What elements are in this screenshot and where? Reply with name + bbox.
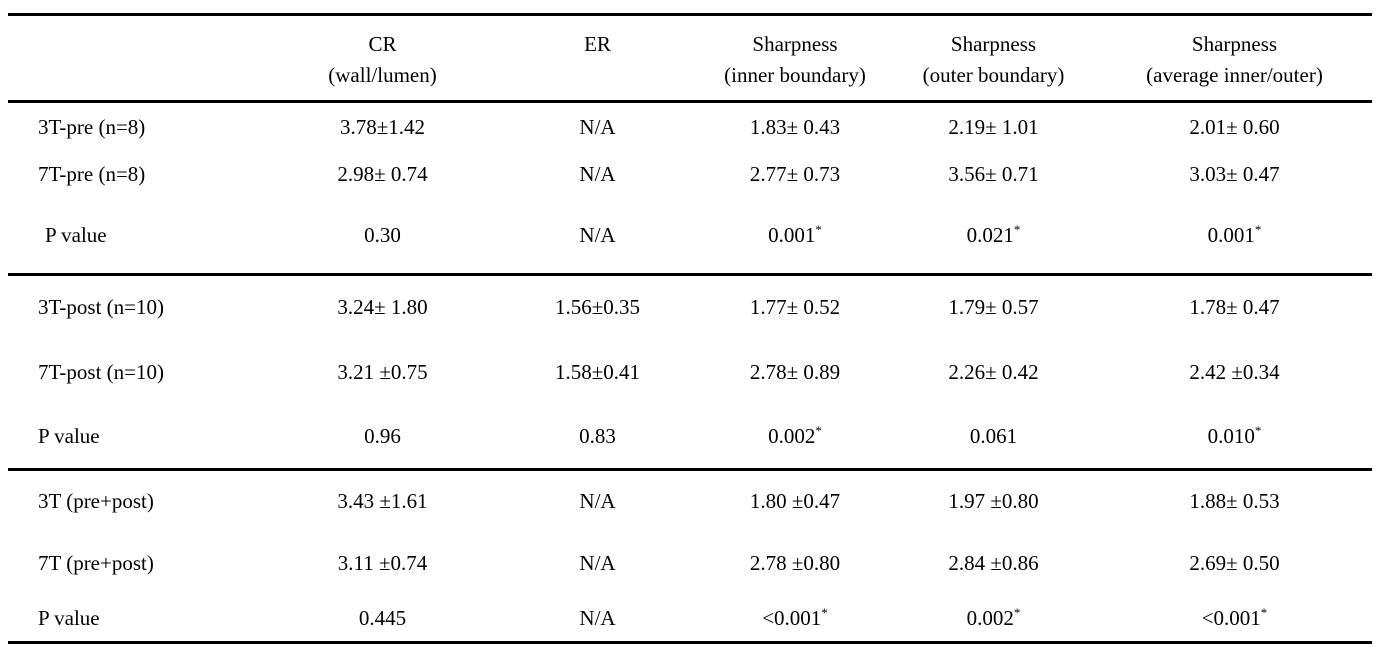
significance-asterisk: * <box>1260 604 1268 620</box>
value-cell: 3.78±1.42 <box>339 114 426 139</box>
value-cell: 0.30 <box>364 222 401 247</box>
significance-asterisk: * <box>815 221 822 237</box>
row-label: 3T-pre (n=8) <box>38 114 146 139</box>
header-line1: Sharpness <box>752 32 838 56</box>
row-label: 7T-post (n=10) <box>38 359 164 384</box>
table-row: 3T-post (n=10) 3.24± 1.80 1.56±0.35 1.77± 0… <box>8 275 1372 340</box>
value-cell: 2.19± 1.01 <box>948 114 1039 139</box>
value-cell: 0.001* <box>768 221 822 247</box>
value-cell: N/A <box>579 605 616 630</box>
column-header-sharpness-average: Sharpness (average inner/outer) <box>1097 15 1372 102</box>
column-header-sharpness-outer: Sharpness (outer boundary) <box>890 15 1097 102</box>
table-row: P value 0.96 0.83 0.002* 0.061 0.010* <box>8 405 1372 470</box>
results-table: CR (wall/lumen) ER Sharpness (inner boun… <box>8 13 1372 644</box>
value-cell: 3.56± 0.71 <box>948 162 1039 186</box>
block-pre-plus-post: 3T (pre+post) 3.43 ±1.61 N/A 1.80 ±0.47 1.97… <box>8 469 1372 643</box>
table-row: 7T-post (n=10) 3.21 ±0.75 1.58±0.41 2.78± 0… <box>8 340 1372 405</box>
header-line2: (wall/lumen) <box>328 63 437 87</box>
column-header-cr: CR (wall/lumen) <box>270 15 495 102</box>
block-pre: 3T-pre (n=8) 3.78±1.42 N/A 1.83± 0.43 2.19± … <box>8 101 1372 275</box>
value-cell: 1.97 ±0.80 <box>948 488 1039 513</box>
header-line2: (outer boundary) <box>922 63 1065 87</box>
column-header-empty <box>8 15 270 102</box>
value-cell: 3.11 ±0.74 <box>337 551 428 575</box>
significance-asterisk: * <box>1013 221 1021 237</box>
value-cell: 1.78± 0.47 <box>1189 295 1280 320</box>
value-cell: 2.77± 0.73 <box>749 162 841 186</box>
value-cell: 1.80 ±0.47 <box>749 488 841 513</box>
header-line1: CR <box>368 32 397 56</box>
value-cell: 3.24± 1.80 <box>337 295 428 320</box>
row-label: 3T-post (n=10) <box>38 295 164 320</box>
significance-asterisk: * <box>1254 422 1262 438</box>
significance-asterisk: * <box>1013 604 1021 620</box>
table-row: 3T-pre (n=8) 3.78±1.42 N/A 1.83± 0.43 2.19± … <box>8 102 1372 152</box>
value-cell: 0.001* <box>1207 221 1262 247</box>
value-cell: N/A <box>579 488 616 513</box>
value-cell: 2.42 ±0.34 <box>1189 359 1280 384</box>
header-line2: (average inner/outer) <box>1146 63 1323 87</box>
table-row: 7T-pre (n=8) 2.98± 0.74 N/A 2.77± 0.73 3.56±… <box>8 152 1372 198</box>
value-cell: 0.002* <box>966 604 1021 630</box>
value-cell: N/A <box>579 162 616 186</box>
value-cell: <0.001* <box>1201 604 1268 630</box>
value-cell: 2.98± 0.74 <box>337 162 428 186</box>
value-cell: 0.021* <box>966 221 1021 247</box>
row-label: 7T-pre (n=8) <box>38 162 146 186</box>
value-cell: 0.83 <box>579 423 616 448</box>
value-cell: 1.58±0.41 <box>554 359 641 384</box>
value-cell: 2.78 ±0.80 <box>749 551 841 575</box>
row-label: P value <box>38 605 100 630</box>
value-cell: 0.445 <box>358 605 407 630</box>
value-cell: N/A <box>579 114 616 139</box>
value-cell: 1.79± 0.57 <box>948 295 1039 320</box>
table-row: P value 0.445 N/A <0.001* 0.002* <0.001* <box>8 596 1372 643</box>
value-cell: <0.001* <box>762 604 828 630</box>
value-cell: 2.78± 0.89 <box>749 359 841 384</box>
value-cell: 1.88± 0.53 <box>1189 488 1280 513</box>
value-cell: 0.002* <box>768 422 822 448</box>
value-cell: 2.01± 0.60 <box>1189 114 1280 139</box>
value-cell: 1.77± 0.52 <box>749 295 841 320</box>
table-row: P value 0.30 N/A 0.001* 0.021* 0.001* <box>8 198 1372 275</box>
column-header-er: ER <box>495 15 700 102</box>
significance-asterisk: * <box>821 604 828 620</box>
value-cell: 1.83± 0.43 <box>749 114 841 139</box>
header-line1: Sharpness <box>1191 32 1278 56</box>
value-cell: 3.03± 0.47 <box>1189 162 1280 186</box>
table-row: 3T (pre+post) 3.43 ±1.61 N/A 1.80 ±0.47 1.97… <box>8 470 1372 532</box>
value-cell: 0.96 <box>364 423 401 448</box>
block-post: 3T-post (n=10) 3.24± 1.80 1.56±0.35 1.77± 0… <box>8 274 1372 470</box>
row-label: 3T (pre+post) <box>38 488 154 513</box>
value-cell: N/A <box>579 551 616 575</box>
value-cell: 2.69± 0.50 <box>1189 551 1280 575</box>
table-header: CR (wall/lumen) ER Sharpness (inner boun… <box>8 15 1372 102</box>
header-line1: ER <box>584 32 611 56</box>
value-cell: 2.84 ±0.86 <box>948 551 1039 575</box>
row-label: P value <box>38 423 100 448</box>
column-header-sharpness-inner: Sharpness (inner boundary) <box>700 15 890 102</box>
significance-asterisk: * <box>1254 221 1262 237</box>
row-label: P value <box>45 222 107 247</box>
header-line1: Sharpness <box>950 32 1037 56</box>
value-cell: 0.010* <box>1207 422 1262 448</box>
value-cell: N/A <box>579 222 616 247</box>
row-label: 7T (pre+post) <box>38 551 154 575</box>
value-cell: 0.061 <box>969 423 1018 448</box>
value-cell: 3.43 ±1.61 <box>337 488 428 513</box>
header-line2: (inner boundary) <box>724 63 866 87</box>
value-cell: 1.56±0.35 <box>554 295 641 320</box>
table-row: 7T (pre+post) 3.11 ±0.74 N/A 2.78 ±0.80 2.84… <box>8 532 1372 596</box>
value-cell: 3.21 ±0.75 <box>337 359 428 384</box>
significance-asterisk: * <box>815 422 822 438</box>
value-cell: 2.26± 0.42 <box>948 359 1039 384</box>
header-row: CR (wall/lumen) ER Sharpness (inner boun… <box>8 15 1372 102</box>
